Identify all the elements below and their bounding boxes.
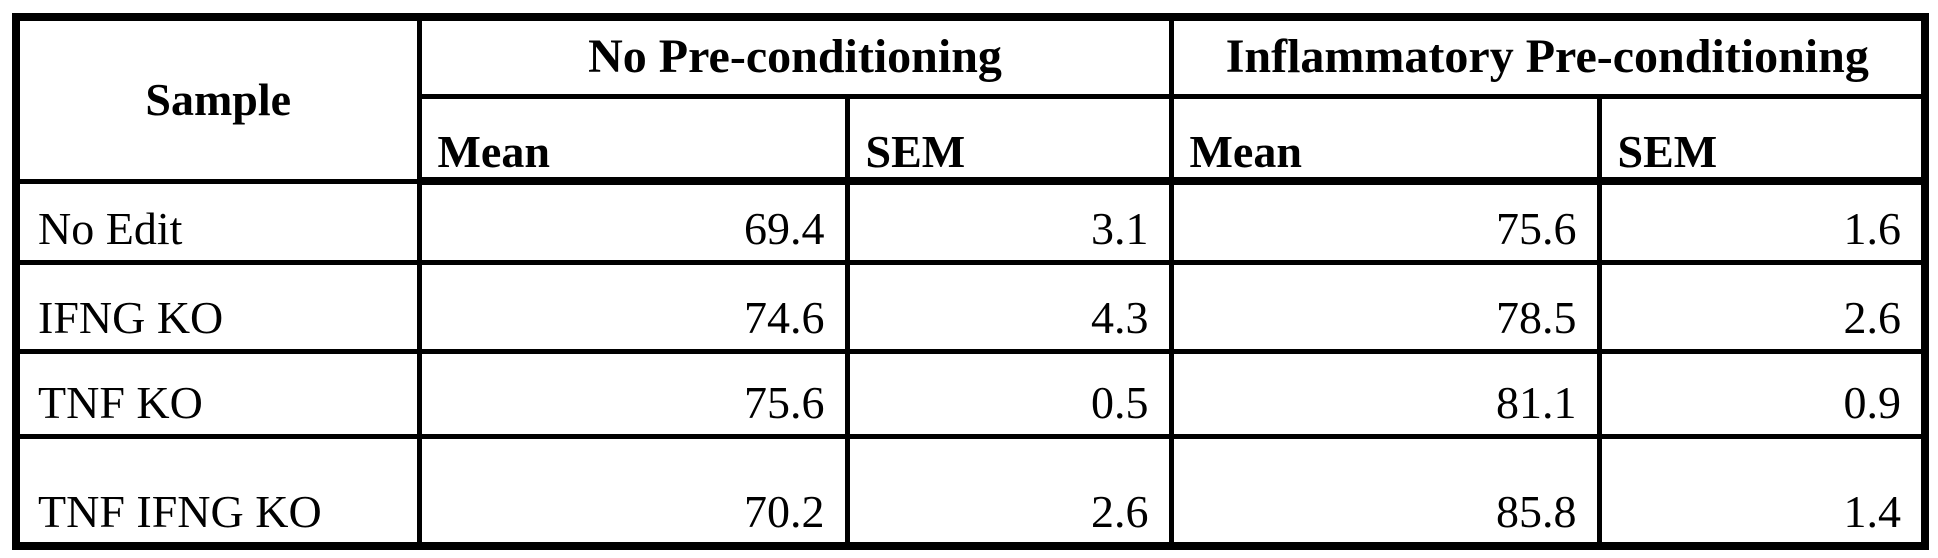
table-row: No Edit 69.4 3.1 75.6 1.6 [13, 178, 1928, 265]
sem-value-inflam-pre: 1.4 [1596, 433, 1928, 549]
col-header-mean-no-pre: Mean [416, 93, 850, 185]
mean-value-inflam-pre: 81.1 [1168, 348, 1602, 439]
sem-value-inflam-pre: 0.9 [1596, 348, 1928, 439]
sem-value-no-pre: 4.3 [844, 259, 1174, 354]
col-header-mean-inflam-pre: Mean [1168, 93, 1602, 185]
mean-value-no-pre: 70.2 [416, 433, 850, 549]
mean-value-inflam-pre: 75.6 [1168, 178, 1602, 265]
sem-value-no-pre: 2.6 [844, 433, 1174, 549]
col-header-sem-inflam-pre: SEM [1596, 93, 1928, 185]
col-group-no-preconditioning: No Pre-conditioning [416, 14, 1174, 99]
results-table: Sample No Pre-conditioning Inflammatory … [12, 13, 1930, 550]
header-group-row: Sample No Pre-conditioning Inflammatory … [13, 14, 1928, 184]
mean-value-no-pre: 69.4 [416, 178, 850, 265]
sem-value-inflam-pre: 1.6 [1596, 178, 1928, 265]
table-row: TNF IFNG KO 70.2 2.6 85.8 1.4 [13, 433, 1928, 549]
table-row: TNF KO 75.6 0.5 81.1 0.9 [13, 348, 1928, 439]
col-header-sample: Sample [13, 14, 422, 184]
sem-value-no-pre: 0.5 [844, 348, 1174, 439]
mean-value-inflam-pre: 78.5 [1168, 259, 1602, 354]
sample-name: No Edit [13, 178, 422, 265]
table-row: IFNG KO 74.6 4.3 78.5 2.6 [13, 259, 1928, 354]
sem-value-no-pre: 3.1 [844, 178, 1174, 265]
sample-name: TNF KO [13, 348, 422, 439]
sem-value-inflam-pre: 2.6 [1596, 259, 1928, 354]
col-group-inflammatory-preconditioning: Inflammatory Pre-conditioning [1168, 14, 1928, 99]
sample-name: TNF IFNG KO [13, 433, 422, 549]
sample-name: IFNG KO [13, 259, 422, 354]
header-subrow: Mean SEM Mean SEM [16, 93, 1928, 185]
col-header-sem-no-pre: SEM [844, 93, 1174, 185]
mean-value-inflam-pre: 85.8 [1168, 433, 1602, 549]
mean-value-no-pre: 75.6 [416, 348, 850, 439]
mean-value-no-pre: 74.6 [416, 259, 850, 354]
